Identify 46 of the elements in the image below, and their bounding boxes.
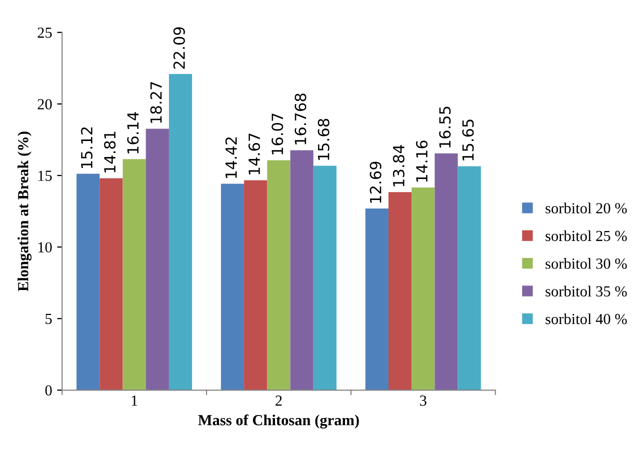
data-label: 13.84 bbox=[392, 145, 404, 186]
y-tick-label: 5 bbox=[46, 314, 52, 324]
legend-label: sorbitol 40 % bbox=[546, 313, 627, 324]
data-label: 16.07 bbox=[272, 114, 284, 154]
y-tick-label: 20 bbox=[38, 99, 52, 110]
x-tick-label: 3 bbox=[420, 395, 426, 406]
x-tick-label: 2 bbox=[276, 395, 282, 406]
bar bbox=[146, 128, 169, 390]
data-label: 14.16 bbox=[416, 140, 428, 182]
data-label: 18.27 bbox=[150, 82, 162, 123]
bar bbox=[434, 153, 458, 390]
bar bbox=[412, 188, 435, 390]
bar bbox=[365, 208, 388, 390]
x-tick-label: 1 bbox=[132, 396, 138, 406]
legend-label: sorbitol 30 % bbox=[546, 258, 627, 269]
data-label: 16.768 bbox=[294, 94, 306, 144]
bar bbox=[388, 192, 412, 390]
bar bbox=[267, 160, 290, 390]
legend-label: sorbitol 25 % bbox=[546, 230, 627, 242]
data-label: 16.14 bbox=[127, 112, 139, 154]
data-label: 22.09 bbox=[173, 27, 185, 69]
bar bbox=[313, 166, 336, 390]
data-label: 15.12 bbox=[80, 127, 93, 168]
data-label: 12.69 bbox=[370, 162, 382, 203]
data-label: 15.65 bbox=[462, 120, 474, 160]
data-label: 14.81 bbox=[104, 132, 116, 172]
y-tick-label: 0 bbox=[45, 385, 52, 396]
bar bbox=[290, 150, 314, 390]
y-tick-label: 15 bbox=[38, 170, 52, 181]
y-axis-title: Elongation at Break (%) bbox=[18, 132, 32, 292]
bar bbox=[122, 159, 146, 390]
bar bbox=[168, 74, 192, 390]
data-label: 14.67 bbox=[248, 134, 260, 174]
legend-label: sorbitol 35 % bbox=[546, 286, 627, 297]
data-label: 15.68 bbox=[318, 118, 330, 160]
bar bbox=[220, 184, 244, 390]
data-label: 14.42 bbox=[225, 137, 237, 178]
y-tick-label: 10 bbox=[38, 242, 52, 252]
y-tick-label: 25 bbox=[38, 28, 52, 38]
legend-label: sorbitol 20 % bbox=[546, 202, 627, 214]
bar bbox=[100, 178, 123, 390]
bar bbox=[458, 166, 481, 390]
bar bbox=[76, 174, 100, 390]
data-label: 16.55 bbox=[439, 106, 451, 148]
x-axis-title: Mass of Chitosan (gram) bbox=[198, 414, 359, 429]
bar bbox=[244, 180, 268, 390]
